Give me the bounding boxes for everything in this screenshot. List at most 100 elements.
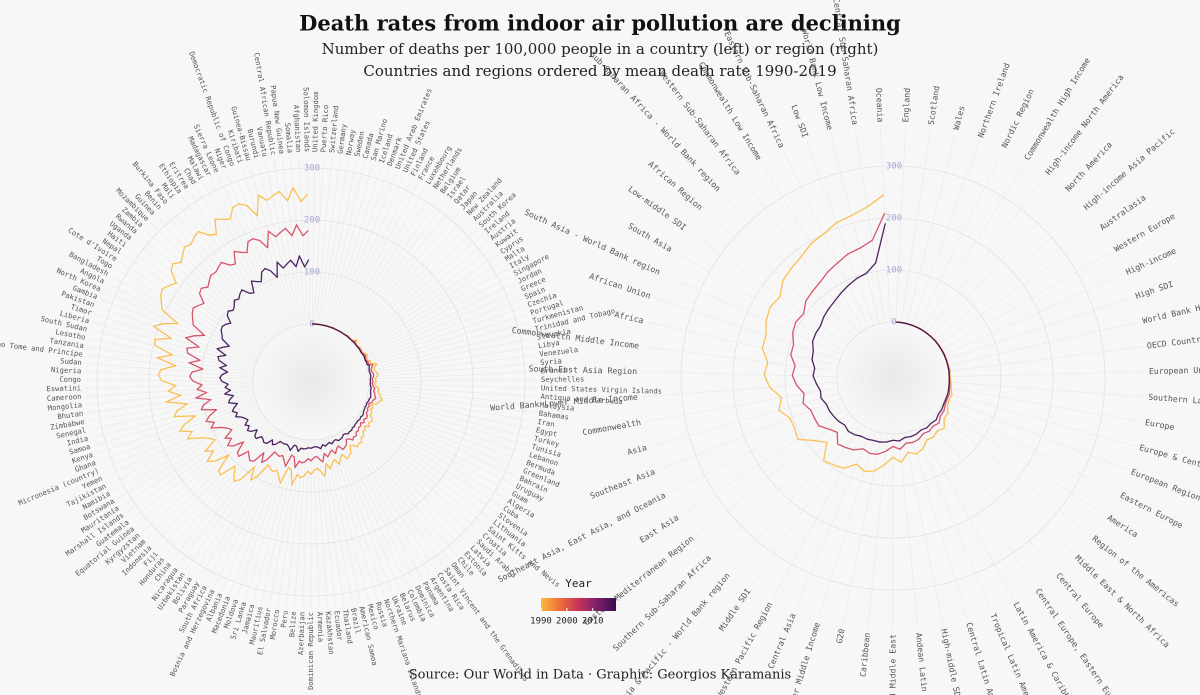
spoke: [921, 162, 1025, 331]
category-label: Sudan: [60, 356, 82, 367]
spoke: [364, 290, 519, 359]
spoke: [806, 141, 875, 326]
spoke: [367, 393, 533, 430]
spoke: [316, 156, 332, 325]
spoke: [203, 183, 284, 332]
spoke: [641, 381, 838, 398]
spoke: [136, 418, 267, 526]
title: Death rates from indoor air pollution ar…: [299, 11, 901, 36]
spoke: [948, 381, 1145, 398]
spoke: [199, 432, 283, 579]
spoke: [358, 415, 496, 513]
category-label: G20: [834, 628, 847, 645]
spoke: [313, 156, 324, 325]
spoke: [341, 431, 430, 575]
spoke: [165, 426, 274, 556]
series-line: [811, 223, 950, 443]
spoke: [360, 411, 505, 499]
spoke: [368, 346, 535, 374]
spoke: [237, 436, 293, 596]
spoke: [323, 438, 361, 603]
spoke: [319, 439, 345, 606]
spoke: [117, 411, 262, 499]
spoke: [354, 420, 481, 533]
category-label: North Africa and Middle East: [888, 634, 898, 695]
r-tick-label: 100: [886, 266, 902, 276]
category-label: Eswatini: [46, 383, 81, 393]
spoke: [253, 438, 297, 601]
spoke: [344, 428, 444, 566]
category-label: Ecuador: [332, 610, 344, 642]
spoke: [302, 439, 310, 608]
category-label: Iran: [537, 417, 556, 429]
grid-circle: [252, 323, 370, 441]
spoke: [123, 254, 264, 350]
spoke: [115, 268, 261, 354]
r-tick-label: 0: [309, 320, 314, 330]
spoke: [326, 164, 373, 327]
spoke: [901, 128, 931, 323]
spoke: [103, 290, 258, 359]
category-label: Armenia: [315, 612, 325, 643]
category-label: Syria: [540, 356, 562, 367]
spoke: [141, 420, 268, 533]
category-label: United Kingdom: [310, 91, 320, 152]
spoke: [947, 321, 1139, 366]
category-label: Cameroon: [47, 392, 82, 403]
spoke: [312, 439, 320, 608]
r-tick-label: 300: [886, 162, 902, 172]
spoke: [363, 406, 517, 477]
spoke: [99, 402, 257, 462]
legend-title: Year: [565, 577, 592, 590]
center-hole: [253, 324, 369, 440]
grid-circle: [680, 165, 1106, 591]
spoke: [92, 322, 256, 367]
spoke: [144, 228, 269, 343]
category-label: Afghanistan: [292, 105, 304, 153]
category-label: Malaysia: [539, 400, 574, 412]
spoke: [647, 321, 839, 366]
spoke: [941, 251, 1112, 351]
spoke: [721, 193, 856, 338]
spoke: [943, 274, 1123, 356]
spoke: [334, 175, 404, 330]
spoke: [342, 191, 434, 334]
spoke: [233, 169, 292, 328]
spoke: [349, 424, 463, 550]
spoke: [214, 434, 287, 587]
spoke: [926, 176, 1046, 334]
series-line: [152, 186, 383, 486]
category-label: Switzerland: [327, 105, 340, 153]
spoke: [87, 346, 254, 374]
spoke: [171, 427, 276, 561]
spoke: [354, 234, 483, 345]
spoke: [936, 412, 1091, 536]
r-tick-label: 300: [304, 164, 320, 174]
spoke: [363, 283, 515, 357]
spoke: [367, 395, 531, 438]
category-label: Norway: [344, 128, 357, 156]
spoke: [772, 427, 867, 600]
spoke: [919, 427, 1014, 600]
spoke: [830, 133, 880, 324]
spoke: [126, 415, 264, 513]
spoke: [365, 402, 523, 462]
spoke: [942, 403, 1118, 494]
spoke: [156, 216, 272, 340]
spoke: [225, 172, 290, 329]
spoke: [178, 428, 278, 566]
spoke: [365, 400, 526, 454]
category-label: Seychelles: [541, 374, 584, 383]
spoke: [644, 387, 838, 423]
subtitle: Countries and regions ordered by mean de…: [363, 62, 836, 80]
spoke: [914, 429, 992, 611]
r-tick-label: 200: [886, 214, 902, 224]
spoke: [331, 436, 393, 594]
spoke: [368, 354, 536, 376]
category-label: Kazakhstan: [324, 611, 336, 655]
spoke: [229, 436, 291, 594]
spoke: [121, 413, 263, 506]
spoke: [131, 417, 266, 520]
spoke: [322, 160, 357, 326]
